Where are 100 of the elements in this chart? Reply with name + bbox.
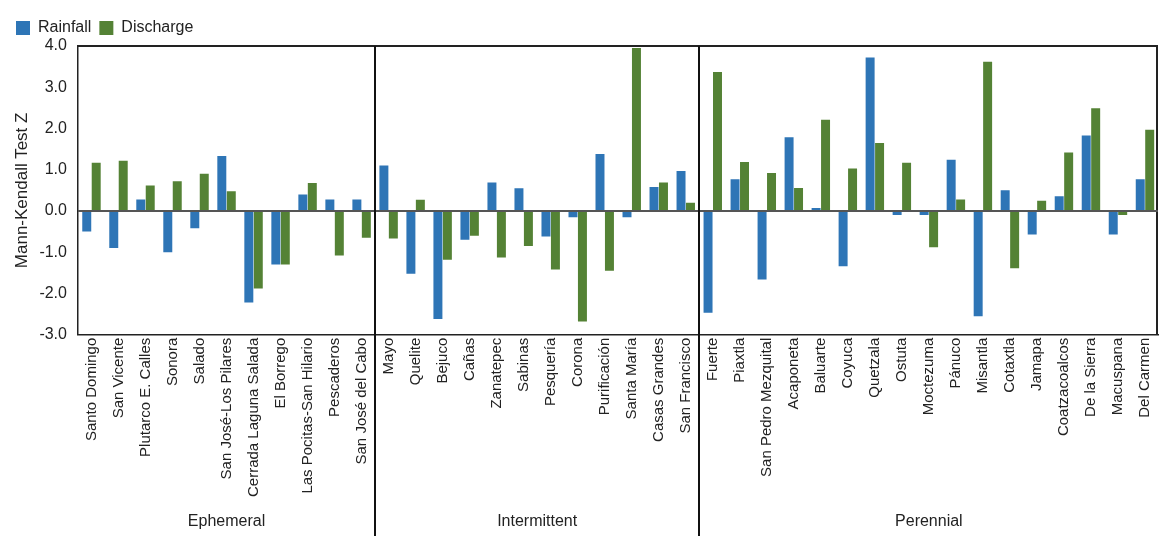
x-tick-label: Quelite [405,337,423,386]
x-tick-label: Bejuco [432,337,450,384]
x-tick-label: San Vicente [108,337,126,419]
bar [190,210,200,229]
legend-label: Rainfall [38,18,92,36]
x-tick-label: El Borrego [270,337,288,409]
bar [163,210,173,253]
x-tick-label: Plutarco E. Calles [135,337,153,457]
bar [631,48,641,211]
x-tick-label: Sonora [162,337,180,387]
bar [1135,179,1145,211]
x-tick-label: Salado [189,337,207,385]
x-tick-label: Piaxtla [729,337,747,383]
bar [1027,210,1037,235]
bar [352,199,362,211]
bar [1081,135,1091,211]
bar [794,187,804,211]
bar [902,162,912,211]
x-tick-label: Macuspana [1108,337,1126,416]
bar [82,210,92,232]
bar [767,173,777,211]
bar [956,199,966,211]
bar [415,199,425,211]
x-tick-label: Baluarte [810,337,828,394]
bar [730,179,740,211]
x-tick-label: Ostuta [892,337,909,382]
bar [514,188,524,211]
bar [550,210,560,270]
x-tick-label: San Pedro Mezquital [756,337,774,477]
x-tick-label: Sabinas [513,337,531,392]
bar [929,210,939,248]
y-tick-label: -3.0 [39,325,68,343]
x-tick-label: Fuerte [702,337,720,382]
bar [821,119,831,211]
bar [865,57,875,211]
bar [379,165,389,211]
bar [1091,108,1101,211]
bar [442,210,452,260]
x-tick-label: Pesquería [540,337,558,407]
x-tick-label: Cotaxtla [1000,337,1018,393]
y-tick-label: 4.0 [44,36,68,54]
bar [604,210,614,271]
y-tick-label: -2.0 [39,283,68,301]
x-tick-label: Misantla [973,337,991,394]
text: Perennial [895,512,963,530]
y-axis-title: Mann-Kendall Test Z [11,112,31,269]
bar [713,71,722,211]
bar [703,210,713,313]
bar [1145,129,1155,211]
bar [757,210,767,280]
x-tick-label: Pescaderos [324,337,342,417]
bar [838,210,848,267]
x-tick-label: San José del Cabo [351,337,369,465]
bar [676,170,686,211]
text: Ephemeral [187,512,266,530]
x-tick-label: Cerrada Laguna Salada [243,337,261,498]
bar [109,210,119,249]
bar [172,181,182,211]
bar [523,210,533,247]
bar [487,182,497,211]
legend-label: Discharge [121,18,194,36]
bar [1054,196,1064,211]
x-tick-label: San José-Los Pilares [216,337,234,480]
bar [973,210,983,317]
bar [946,159,956,211]
x-tick-label: Las Pocitas-San Hilario [297,337,315,494]
bar [136,199,146,211]
bar [280,210,290,265]
bar [983,61,993,211]
bar [334,210,344,256]
bar [271,210,281,265]
bar [244,210,254,303]
bar [460,210,470,240]
y-tick-label: 3.0 [44,77,68,95]
bar [1000,190,1010,211]
bar [433,210,443,320]
bar [388,210,398,239]
y-tick-label: 1.0 [44,160,68,178]
bar [848,168,858,211]
x-tick-label: Moctezuma [919,337,937,416]
x-tick-label: Jamapa [1027,337,1045,392]
x-tick-label: Mayo [378,337,396,375]
bar [541,210,551,237]
x-tick-label: Casas Grandes [648,337,666,442]
bar [406,210,416,274]
x-tick-label: Quetzala [864,337,882,398]
x-tick-label: Coyuca [837,337,855,389]
x-tick-label: Acaponeta [783,337,801,410]
bar [1108,210,1118,235]
bar [145,185,155,211]
bar [649,187,659,211]
bar [91,162,101,211]
bar [361,210,371,238]
bar [118,160,128,211]
x-tick-label: De la Sierra [1081,337,1099,417]
x-tick-label: Corona [567,337,585,387]
x-tick-label: Cañas [459,337,477,382]
bar [307,182,317,211]
bar [784,137,794,211]
bar [658,182,668,211]
